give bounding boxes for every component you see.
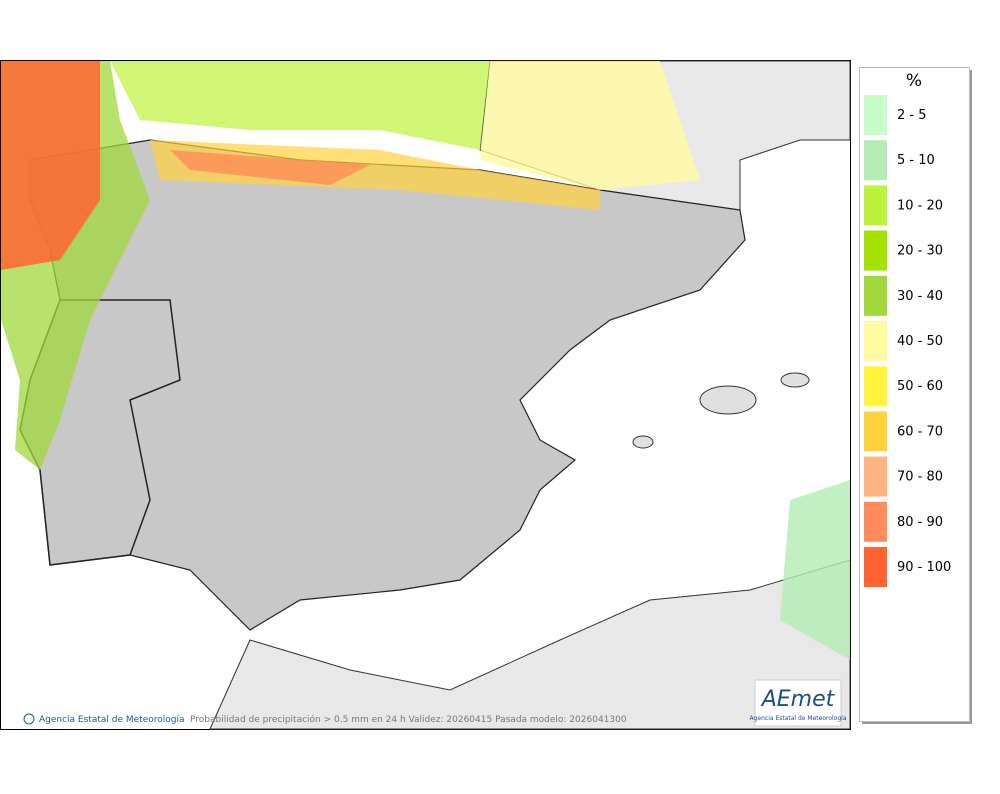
menorca (780, 372, 810, 388)
precip-area (780, 480, 850, 660)
ibiza (632, 435, 654, 449)
logo-name: AEmet (760, 687, 836, 712)
legend: % 2 - 5 5 - 10 10 - 20 20 - 30 30 - 40 40 - 5… (859, 67, 972, 724)
logo-box (754, 679, 842, 727)
precip-area (110, 61, 490, 150)
legend-label: 5 - 10 (897, 153, 935, 168)
precip-area (480, 61, 700, 190)
legend-label: 20 - 30 (897, 244, 943, 259)
legend-swatch (864, 321, 887, 361)
caption: Probabilidad de precipitación > 0.5 mm e… (190, 714, 627, 725)
copyright-icon (23, 713, 35, 725)
legend-label: 60 - 70 (897, 424, 943, 439)
legend-swatch (864, 547, 887, 587)
legend-label: 80 - 90 (897, 515, 943, 530)
legend-label: 90 - 100 (897, 560, 951, 575)
legend-label: 50 - 60 (897, 379, 943, 394)
legend-label: 30 - 40 (897, 289, 943, 304)
legend-label: 40 - 50 (897, 334, 943, 349)
legend-swatch (864, 95, 887, 135)
logo-subtitle: Agencia Estatal de Meteorología (750, 715, 847, 722)
legend-swatch (864, 501, 887, 542)
map: Agencia Estatal de Meteorología Probabil… (0, 60, 851, 730)
legend-swatch (864, 411, 887, 452)
precip-area (170, 150, 370, 185)
mallorca (699, 385, 757, 415)
legend-unit: % (906, 71, 922, 91)
legend-swatch (864, 230, 887, 271)
legend-label: 2 - 5 (897, 108, 927, 123)
legend-swatch (864, 275, 887, 316)
precip-area (1, 61, 100, 270)
credit: Agencia Estatal de Meteorología (39, 715, 185, 725)
legend-swatch (864, 185, 887, 226)
legend-swatch (864, 366, 887, 407)
legend-swatch (864, 456, 887, 497)
legend-label: 10 - 20 (897, 198, 943, 213)
legend-swatch (864, 140, 887, 181)
legend-label: 70 - 80 (897, 470, 943, 485)
